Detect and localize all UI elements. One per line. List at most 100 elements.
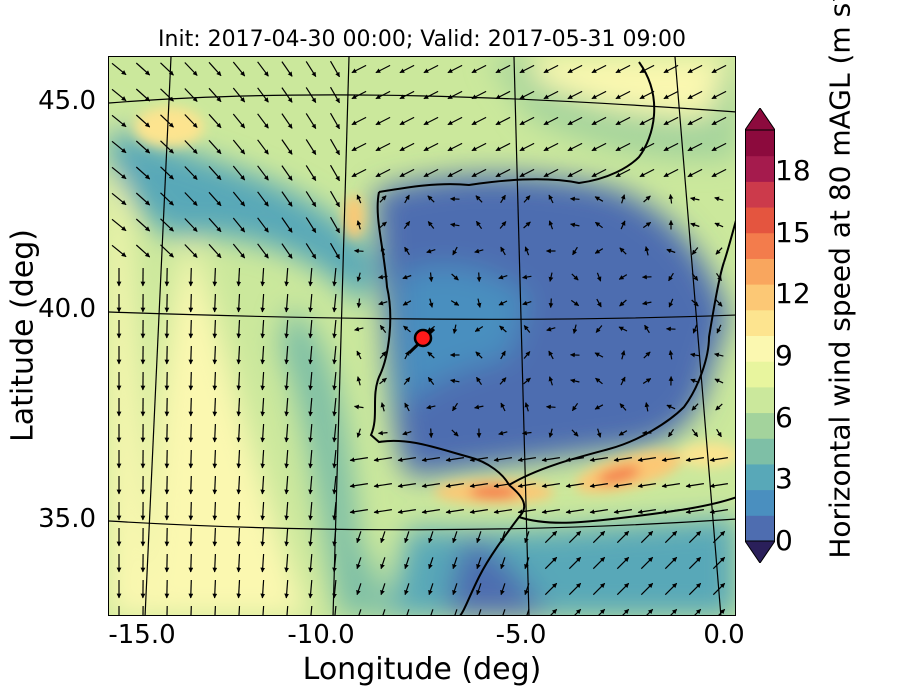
wind-arrow xyxy=(356,220,362,230)
wind-arrow xyxy=(111,244,127,258)
wind-arrow xyxy=(351,142,367,152)
wind-arrow xyxy=(190,605,192,615)
wind-arrow xyxy=(709,483,728,489)
wind-arrow xyxy=(447,168,463,178)
wind-arrow xyxy=(212,553,218,573)
wind-arrow xyxy=(212,527,218,547)
wind-arrow xyxy=(308,423,313,443)
wind-arrow xyxy=(135,88,151,102)
wind-arrow xyxy=(594,196,604,202)
wind-arrow xyxy=(716,428,722,438)
site-marker[interactable] xyxy=(407,327,436,355)
wind-arrow xyxy=(351,64,367,74)
wind-arrow xyxy=(637,483,656,489)
wind-speed-map[interactable] xyxy=(108,56,736,616)
wind-arrow xyxy=(329,164,341,182)
wind-arrow xyxy=(711,142,727,152)
wind-arrow xyxy=(349,483,368,489)
wind-arrow xyxy=(644,324,650,334)
wind-arrow xyxy=(257,217,269,233)
wind-arrow xyxy=(160,192,174,206)
wind-arrow xyxy=(663,90,679,100)
wind-arrow xyxy=(397,509,416,515)
wind-arrow xyxy=(716,272,722,282)
wind-arrow xyxy=(541,509,560,515)
wind-arrow xyxy=(616,582,630,596)
wind-arrow xyxy=(284,501,290,521)
wind-arrow xyxy=(380,402,386,412)
wind-arrow xyxy=(711,116,727,126)
wind-arrow xyxy=(208,61,222,77)
wind-arrow xyxy=(260,553,266,573)
wind-arrow xyxy=(592,556,606,570)
wind-arrow xyxy=(260,423,266,443)
wind-arrow xyxy=(236,267,242,287)
wind-arrow xyxy=(685,483,704,489)
wind-arrow xyxy=(260,293,266,313)
wind-arrow xyxy=(305,87,317,104)
wind-arrow xyxy=(308,267,313,287)
wind-arrow xyxy=(616,556,630,570)
colorbar-segment xyxy=(745,361,775,388)
wind-arrow xyxy=(208,113,222,129)
wind-arrow xyxy=(450,378,460,384)
colorbar-segment xyxy=(745,130,775,157)
wind-arrow xyxy=(232,191,246,207)
wind-arrow xyxy=(571,273,579,281)
wind-arrow xyxy=(356,298,362,308)
wind-arrow xyxy=(622,608,630,615)
wind-arrow xyxy=(373,483,392,489)
wind-arrow xyxy=(668,272,674,282)
x-axis-label: Longitude (deg) xyxy=(302,652,542,687)
wind-arrow xyxy=(544,530,558,544)
wind-arrow xyxy=(332,345,337,365)
colorbar-segment xyxy=(745,258,775,285)
wind-arrow xyxy=(373,457,392,463)
wind-arrow xyxy=(715,247,723,255)
wind-arrow xyxy=(379,377,387,385)
x-tick-minus15: -15.0 xyxy=(108,620,176,650)
wind-arrow xyxy=(188,423,194,443)
wind-arrow xyxy=(423,116,439,126)
wind-arrow xyxy=(568,556,582,570)
wind-arrow xyxy=(541,457,560,463)
wind-arrow xyxy=(305,61,317,78)
wind-arrow xyxy=(691,403,699,411)
wind-arrow xyxy=(428,531,434,544)
wind-arrow xyxy=(380,246,386,256)
wind-arrow xyxy=(522,300,532,306)
wind-arrow xyxy=(308,293,313,313)
wind-arrow xyxy=(546,326,556,332)
wind-arrow xyxy=(111,218,127,232)
wind-arrow xyxy=(471,116,487,126)
wind-arrow xyxy=(160,244,174,258)
y-tick-45: 45.0 xyxy=(38,86,96,116)
wind-arrow xyxy=(257,113,269,129)
wind-arrow xyxy=(403,325,411,333)
wind-arrow xyxy=(308,397,313,417)
wind-arrow xyxy=(305,139,317,156)
wind-arrow xyxy=(447,116,463,126)
wind-arrow xyxy=(712,530,726,544)
wind-arrow xyxy=(495,142,511,152)
wind-arrow xyxy=(208,139,222,155)
wind-arrow xyxy=(548,350,554,360)
wind-arrow xyxy=(589,509,608,515)
wind-arrow xyxy=(591,90,607,100)
colorbar-segment xyxy=(745,463,775,491)
wind-arrow xyxy=(565,457,584,463)
wind-arrow xyxy=(709,457,728,463)
wind-arrow xyxy=(664,556,678,570)
wind-arrow xyxy=(356,272,362,282)
wind-arrow xyxy=(375,90,391,100)
wind-arrow xyxy=(574,608,582,615)
wind-arrow xyxy=(571,402,579,412)
colorbar-tick: 12 xyxy=(775,277,811,311)
wind-arrow xyxy=(517,483,536,489)
wind-arrow xyxy=(568,582,582,596)
wind-arrow xyxy=(188,345,194,365)
wind-arrow xyxy=(281,165,293,181)
wind-arrow xyxy=(232,139,246,155)
wind-arrow xyxy=(111,140,127,154)
wind-arrow xyxy=(382,609,386,615)
